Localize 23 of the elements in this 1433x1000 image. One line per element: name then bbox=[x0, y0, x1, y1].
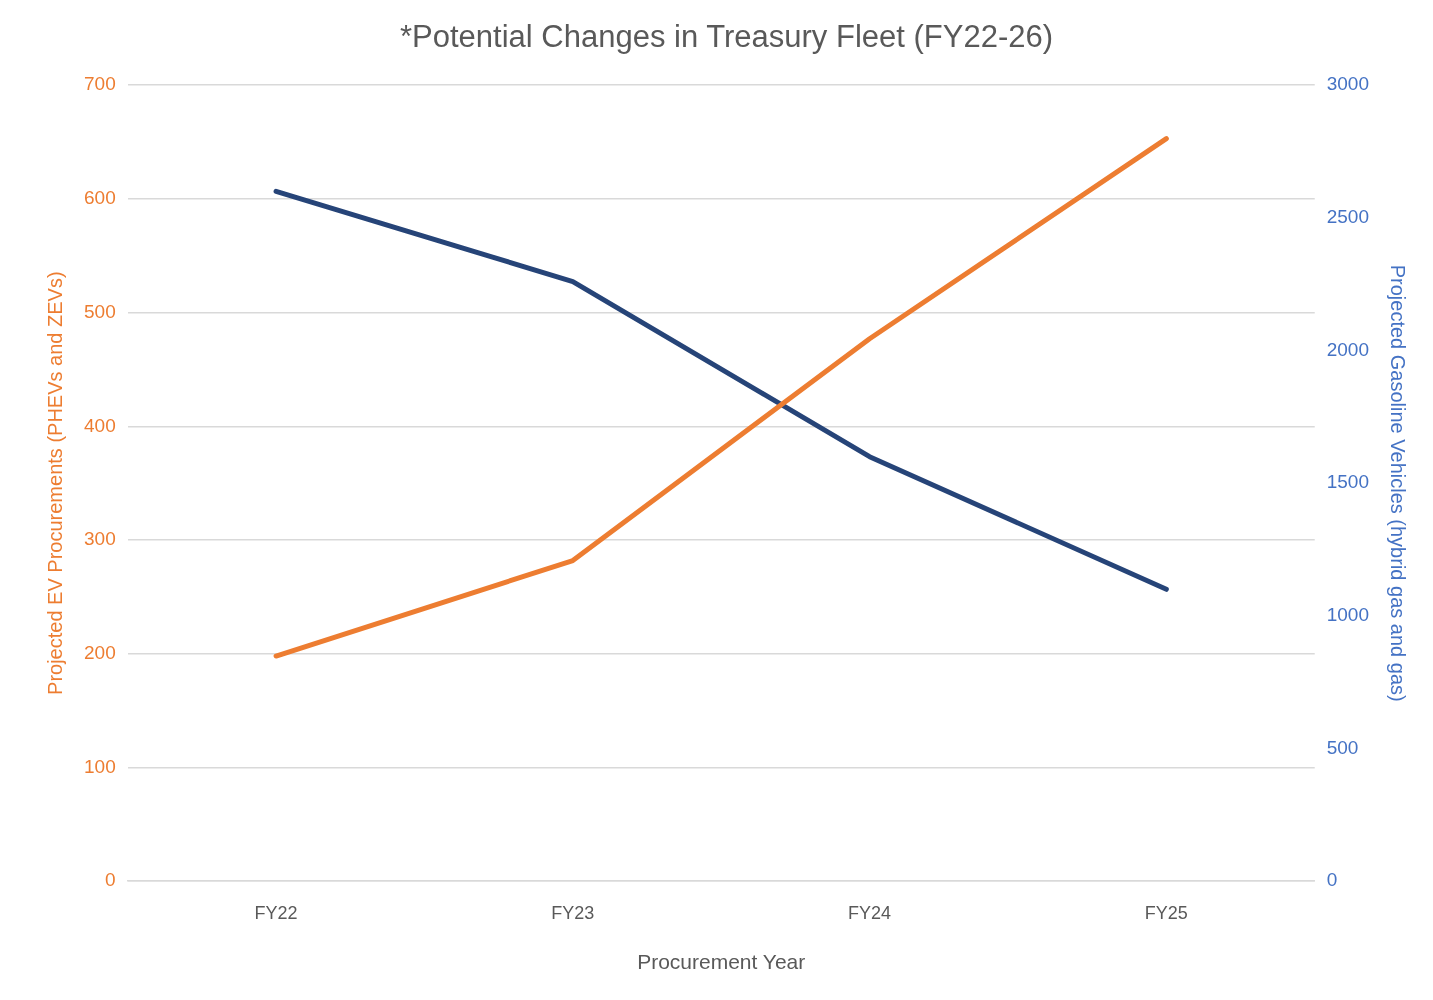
y-tick-label: 100 bbox=[84, 755, 116, 777]
y-tick-label: 300 bbox=[84, 528, 116, 550]
x-tick-label: FY22 bbox=[254, 902, 298, 923]
y-tick-label: 500 bbox=[84, 300, 116, 322]
y-tick-label: 200 bbox=[84, 642, 116, 664]
x-tick-label: FY25 bbox=[1144, 902, 1188, 923]
y2-tick-label: 0 bbox=[1326, 869, 1338, 891]
y2-tick-label: 3000 bbox=[1326, 73, 1370, 95]
x-axis-title: Procurement Year bbox=[637, 950, 806, 974]
y2-tick-label: 2500 bbox=[1326, 206, 1370, 228]
y2-tick-label: 500 bbox=[1326, 736, 1359, 758]
y2-axis-title: Projected Gasoline Vehicles (hybrid gas and gas) bbox=[1387, 264, 1410, 702]
y2-tick-label: 2000 bbox=[1326, 338, 1370, 360]
chart-title: *Potential Changes in Treasury Fleet (FY22-26) bbox=[399, 19, 1054, 55]
x-tick-label: FY23 bbox=[551, 902, 595, 923]
y2-tick-label: 1500 bbox=[1326, 471, 1370, 493]
y-tick-label: 700 bbox=[84, 73, 116, 95]
y-tick-label: 400 bbox=[84, 414, 116, 436]
y-tick-label: 0 bbox=[105, 869, 116, 891]
y-axis-title: Projected EV Procurements (PHEVs and ZEVs) bbox=[43, 271, 66, 695]
x-tick-label: FY24 bbox=[848, 902, 892, 923]
y-tick-label: 600 bbox=[84, 187, 116, 209]
y2-tick-label: 1000 bbox=[1326, 604, 1370, 626]
